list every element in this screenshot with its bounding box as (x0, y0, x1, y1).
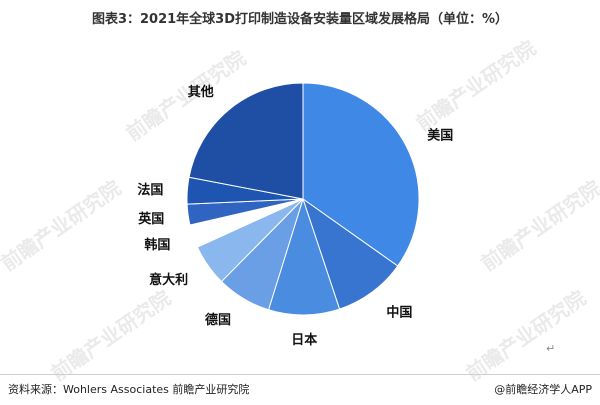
chart-title: 图表3：2021年全球3D打印制造设备安装量区域发展格局（单位：%） (91, 12, 509, 27)
slice-label: 美国 (427, 128, 453, 144)
slice-label: 法国 (137, 182, 163, 198)
slice-label: 韩国 (144, 237, 170, 253)
return-symbol: ↵ (546, 342, 556, 355)
source-note: 资料来源：Wohlers Associates 前瞻产业研究院 (8, 383, 250, 396)
slice-label: 中国 (386, 305, 412, 321)
slice-label: 日本 (291, 332, 317, 348)
pie-slice (302, 82, 420, 267)
pie-slice (302, 197, 399, 310)
pie-slice (188, 82, 304, 200)
slice-label: 意大利 (149, 272, 188, 288)
pie-slice (267, 197, 341, 316)
slice-label: 德国 (205, 312, 231, 328)
slice-label: 英国 (137, 211, 164, 227)
slice-label: 其他 (188, 84, 214, 100)
brand-mark: @前瞻经济学人APP (494, 383, 592, 396)
footer-divider (0, 374, 600, 375)
